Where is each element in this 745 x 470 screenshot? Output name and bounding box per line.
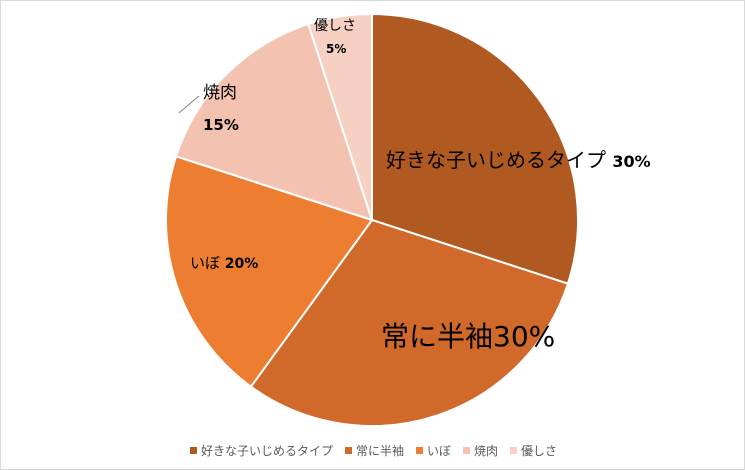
data-label: 焼肉 15% bbox=[203, 83, 239, 134]
legend-label: 好きな子いじめるタイプ bbox=[200, 444, 333, 458]
legend-item: 常に半袖 bbox=[344, 442, 404, 459]
legend-swatch bbox=[344, 447, 352, 454]
pie-slice bbox=[174, 22, 374, 222]
legend-label: 常に半袖 bbox=[355, 444, 404, 458]
legend-label: 焼肉 bbox=[474, 444, 499, 458]
legend-label: 優しさ bbox=[521, 444, 558, 458]
pie-slice bbox=[371, 12, 579, 285]
legend-swatch bbox=[415, 447, 423, 454]
legend-swatch bbox=[463, 447, 470, 454]
data-label: 好きな子いじめるタイプ 30% bbox=[386, 148, 651, 172]
legend-item: 優しさ bbox=[510, 442, 557, 459]
pie-chart: 好きな子いじめるタイプ 30% 常に半袖30% いぼ 20% 焼肉 15% 優しさ 5% bbox=[165, 12, 651, 428]
legend-label: いぼ bbox=[426, 444, 451, 458]
legend-item: 好きな子いじめるタイプ bbox=[189, 442, 333, 459]
legend-item: いぼ bbox=[415, 442, 451, 459]
legend-swatch bbox=[510, 447, 518, 454]
pie-slice bbox=[249, 218, 570, 428]
legend-swatch bbox=[189, 447, 197, 454]
pie-slice bbox=[307, 12, 373, 221]
legend-item: 焼肉 bbox=[463, 442, 498, 459]
leader-line bbox=[178, 95, 200, 114]
pie-slice bbox=[165, 155, 374, 389]
data-label: いぼ 20% bbox=[190, 254, 258, 272]
data-label: 常に半袖30% bbox=[381, 320, 555, 353]
data-label: 優しさ 5% bbox=[314, 18, 356, 56]
legend: 好きな子いじめるタイプ 常に半袖 いぼ 焼肉 優しさ bbox=[1, 442, 745, 459]
